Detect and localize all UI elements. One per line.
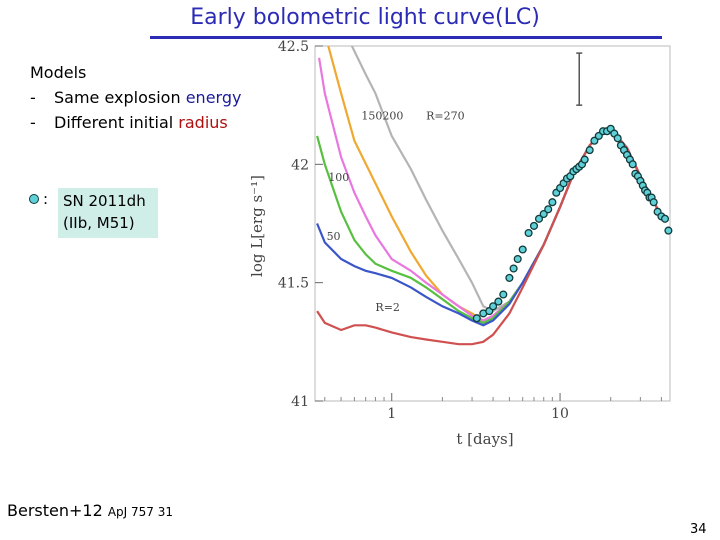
title-underline [150, 36, 662, 39]
citation: Bersten+12 ApJ 757 31 [7, 501, 173, 520]
observed-point [509, 264, 518, 273]
observed-point [505, 273, 514, 282]
curve-label: R=270 [426, 109, 465, 122]
observed-point [613, 134, 622, 143]
y-axis-ticks: 41 41.5 42 42.5 [278, 39, 323, 410]
curve-label: R=2 [375, 301, 400, 314]
observed-point [539, 209, 548, 219]
observed-point [544, 205, 553, 214]
legend-box: SN 2011dh (IIb, M51) [58, 188, 158, 238]
citation-author: Bersten+12 [7, 501, 108, 520]
models-text-block: Models - Same explosion energy - Different… [30, 60, 241, 135]
observed-point [472, 314, 481, 323]
slide-title: Early bolometric light curve(LC) [190, 5, 540, 30]
error-bar [576, 52, 583, 106]
observed-point [649, 198, 658, 207]
x-tick-label: 10 [551, 406, 569, 422]
observed-point [585, 146, 594, 155]
observed-point [664, 226, 673, 235]
bullet-radius-prefix: Different initial [54, 113, 179, 132]
observed-point [660, 214, 670, 223]
observed-point [518, 245, 527, 254]
curve-label: 150 [361, 109, 382, 122]
x-tick-label: 1 [387, 406, 396, 422]
bullet-dash: - [30, 113, 36, 132]
legend-sn-name: SN 2011dh [63, 192, 146, 210]
y-tick-label: 41.5 [278, 276, 309, 292]
curve-label: 50 [327, 230, 341, 243]
models-heading: Models [30, 63, 87, 82]
light-curve-chart: 150 200 R=270 100 50 R=2 1 10 41 41.5 42 42.5 t [… [248, 39, 673, 448]
observed-point [524, 228, 533, 238]
observed-point [489, 302, 498, 311]
energy-highlight: energy [185, 88, 242, 107]
observed-point [590, 136, 599, 145]
x-axis-label: t [days] [456, 430, 513, 448]
bullet-energy: - Same explosion energy [30, 85, 241, 110]
y-tick-label: 41 [291, 394, 309, 410]
observed-point [529, 221, 539, 230]
page-number: 34 [690, 522, 707, 537]
observed-point [499, 290, 508, 299]
observed-point [580, 155, 589, 164]
radius-highlight: radius [178, 113, 228, 132]
citation-journal: ApJ 757 31 [107, 505, 174, 519]
observed-points [472, 124, 673, 323]
legend-colon: : [43, 190, 49, 208]
curve-label: 200 [382, 109, 403, 122]
x-axis-ticks: 1 10 [324, 393, 662, 422]
observed-marker-icon [29, 194, 39, 204]
observed-point [534, 214, 544, 223]
plot-frame [314, 45, 671, 402]
observed-point [513, 254, 522, 264]
observed-point [628, 160, 637, 169]
y-axis-label: log L[erg s⁻¹] [248, 175, 266, 277]
observed-point [548, 198, 557, 207]
bullet-energy-prefix: Same explosion [54, 88, 186, 107]
bullet-radius: - Different initial radius [30, 110, 241, 135]
y-tick-label: 42 [291, 157, 309, 173]
curve-label: 100 [328, 171, 349, 184]
y-tick-label: 42.5 [278, 39, 309, 55]
observed-point [494, 297, 503, 306]
legend-sn-type: (IIb, M51) [63, 214, 135, 232]
bullet-dash: - [30, 88, 36, 107]
curve-labels: 150 200 R=270 100 50 R=2 [327, 109, 465, 314]
